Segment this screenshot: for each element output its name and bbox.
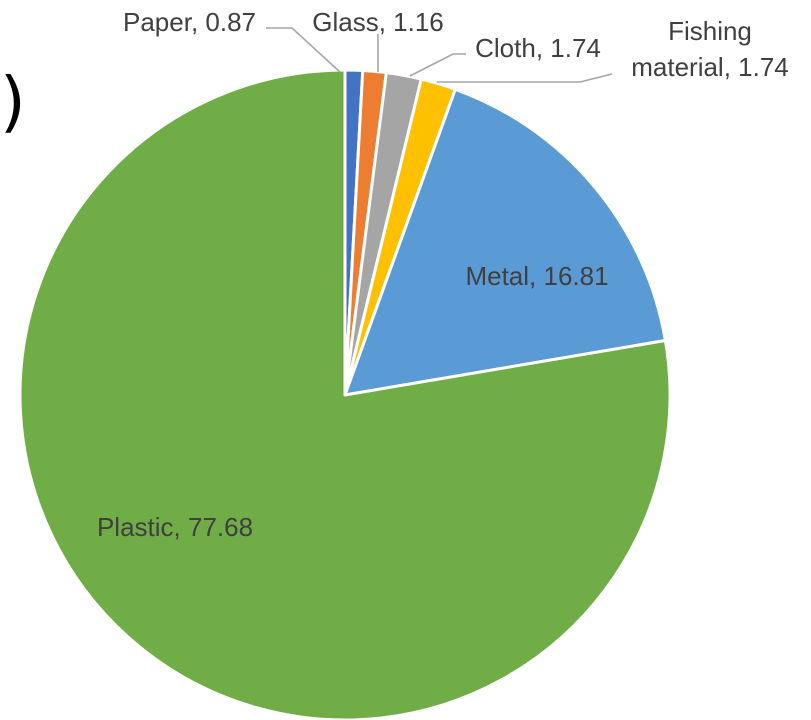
pie-slices [18,68,672,720]
panel-mark: ) [0,63,26,140]
data-label-glass: Glass, 1.16 [312,7,444,37]
data-label-metal: Metal, 16.81 [465,261,608,291]
data-label-plastic: Plastic, 77.68 [97,512,253,542]
pie-slice-metal [343,87,667,397]
slice-labels: Paper, 0.87 Glass, 1.16 Cloth, 1.74 Fishing… [97,7,789,542]
leader-lines [266,27,613,83]
data-label-paper: Paper, 0.87 [123,7,256,37]
data-label-fishing-material: Fishing material, 1.74 [631,16,789,82]
leader-line-fishing-material [437,73,613,83]
leader-line-paper [266,27,341,73]
pie-slice-plastic [18,68,672,720]
data-label-cloth: Cloth, 1.74 [475,33,601,63]
leader-line-cloth [409,53,466,77]
